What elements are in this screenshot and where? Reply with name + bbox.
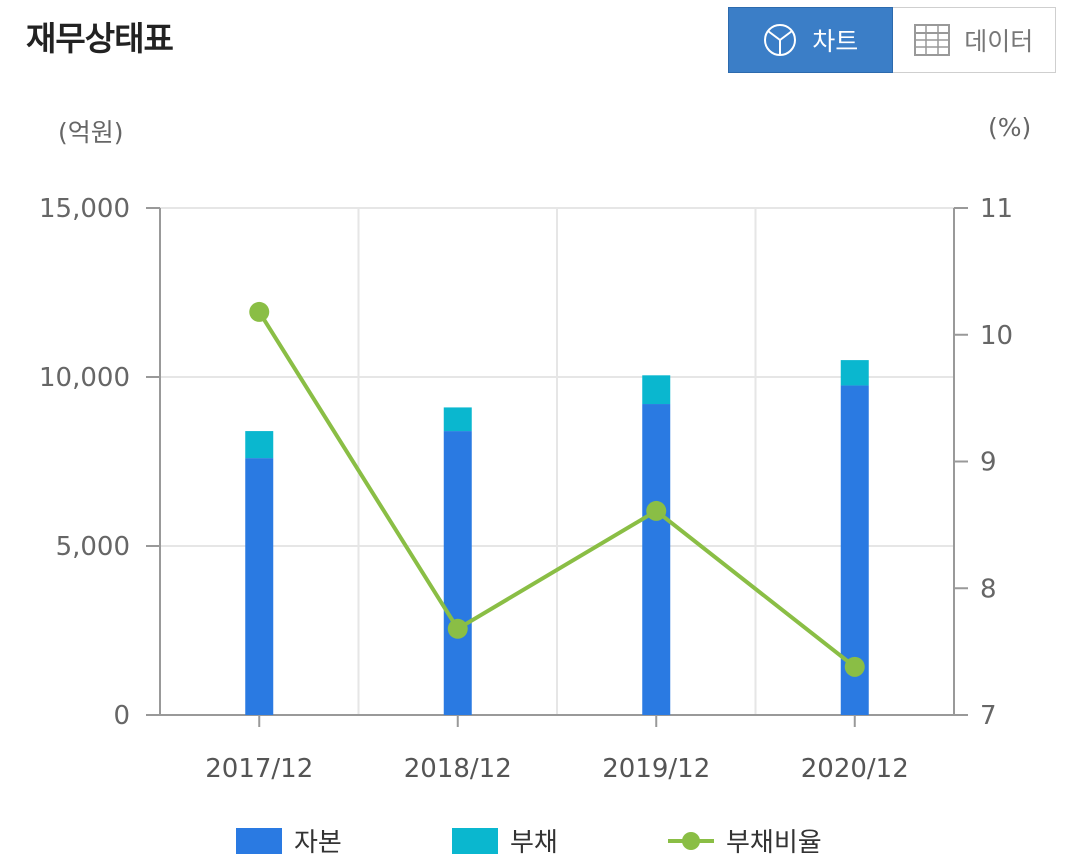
bar-debt [443, 407, 472, 432]
legend-item-debt[interactable]: 부채 [452, 822, 558, 859]
ratio-point [646, 500, 667, 521]
left-tick-label: 10,000 [39, 363, 130, 393]
view-toggle: 차트 데이터 [728, 7, 1056, 73]
legend-label-ratio: 부채비율 [726, 828, 822, 858]
ratio-line [257, 310, 856, 669]
right-tick-label: 9 [980, 448, 997, 478]
chart-view-label: 차트 [812, 27, 859, 56]
legend-label-debt: 부채 [510, 828, 558, 858]
ratio-point [844, 656, 865, 677]
right-tick-label: 10 [980, 321, 1013, 351]
pie-chart-icon [762, 22, 798, 58]
bar-equity [642, 404, 671, 715]
x-tick-label: 2019/12 [602, 754, 710, 784]
right-tick-label: 7 [980, 701, 997, 731]
right-tick-label: 8 [980, 574, 997, 604]
bar-debt [840, 360, 869, 386]
bar-debt [642, 375, 671, 405]
x-tick-label: 2017/12 [205, 754, 313, 784]
legend-swatch-ratio [668, 828, 714, 854]
right-axis-unit: (%) [988, 113, 1032, 142]
legend-item-ratio[interactable]: 부채비율 [668, 822, 822, 859]
legend-item-equity[interactable]: 자본 [236, 822, 342, 859]
legend-swatch-equity [236, 827, 282, 854]
left-tick-label: 0 [113, 701, 130, 731]
bar-equity [245, 458, 274, 715]
bar-equity [443, 431, 472, 715]
chart-view-button[interactable]: 차트 [728, 7, 893, 73]
page-title: 재무상태표 [26, 19, 174, 58]
ratio-point [249, 301, 270, 322]
legend-swatch-debt [452, 827, 498, 854]
table-grid-icon [914, 24, 951, 56]
legend: 자본 부채 부채비율 [0, 822, 1080, 862]
data-view-button[interactable]: 데이터 [892, 7, 1056, 73]
left-tick-label: 5,000 [56, 532, 130, 562]
ratio-point [447, 618, 468, 639]
left-tick-label: 15,000 [39, 194, 130, 224]
right-tick-label: 11 [980, 194, 1013, 224]
data-view-label: 데이터 [964, 27, 1034, 56]
x-tick-label: 2018/12 [404, 754, 512, 784]
x-tick-label: 2020/12 [801, 754, 909, 784]
left-axis-unit: (억원) [58, 118, 124, 147]
legend-label-equity: 자본 [294, 828, 342, 858]
bar-debt [245, 431, 274, 459]
